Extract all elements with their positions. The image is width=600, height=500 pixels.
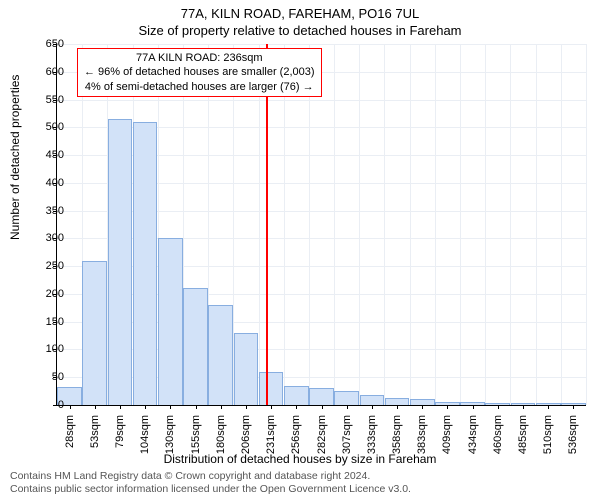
gridline-v [561, 44, 562, 405]
gridline-h [57, 44, 586, 45]
gridline-h [57, 100, 586, 101]
xtick-label: 28sqm [64, 411, 76, 448]
xtick-mark [70, 405, 71, 409]
xtick-mark [473, 405, 474, 409]
histogram-bar [208, 305, 233, 405]
xtick-mark [523, 405, 524, 409]
ytick-label: 550 [34, 94, 64, 106]
xtick-mark [246, 405, 247, 409]
xtick-label: 510sqm [542, 411, 554, 454]
gridline-v [586, 44, 587, 405]
chart-plot-area: 28sqm53sqm79sqm104sqm130sqm155sqm180sqm2… [56, 44, 586, 406]
annotation-box: 77A KILN ROAD: 236sqm ← 96% of detached … [77, 48, 322, 97]
histogram-bar [284, 386, 309, 405]
xtick-label: 79sqm [114, 411, 126, 448]
ytick-label: 150 [34, 316, 64, 328]
x-axis-label: Distribution of detached houses by size … [0, 452, 600, 466]
histogram-bar [158, 238, 183, 405]
gridline-v [284, 44, 285, 405]
ytick-label: 650 [34, 38, 64, 50]
xtick-label: 256sqm [290, 411, 302, 454]
gridline-v [485, 44, 486, 405]
histogram-bar [360, 395, 385, 405]
xtick-label: 130sqm [164, 411, 176, 454]
xtick-label: 409sqm [441, 411, 453, 454]
xtick-mark [548, 405, 549, 409]
ytick-label: 600 [34, 66, 64, 78]
footer-line2: Contains public sector information licen… [10, 483, 411, 496]
xtick-label: 206sqm [240, 411, 252, 454]
xtick-label: 434sqm [467, 411, 479, 454]
xtick-label: 333sqm [366, 411, 378, 454]
ytick-label: 300 [34, 232, 64, 244]
xtick-mark [120, 405, 121, 409]
xtick-label: 155sqm [190, 411, 202, 454]
gridline-v [410, 44, 411, 405]
chart-title-address: 77A, KILN ROAD, FAREHAM, PO16 7UL [0, 0, 600, 21]
gridline-v [536, 44, 537, 405]
xtick-mark [498, 405, 499, 409]
ytick-label: 250 [34, 260, 64, 272]
xtick-mark [296, 405, 297, 409]
xtick-mark [347, 405, 348, 409]
histogram-bar [334, 391, 359, 405]
xtick-mark [422, 405, 423, 409]
xtick-mark [447, 405, 448, 409]
ytick-label: 200 [34, 288, 64, 300]
xtick-label: 485sqm [517, 411, 529, 454]
ytick-label: 0 [34, 399, 64, 411]
reference-line [266, 44, 268, 405]
xtick-mark [95, 405, 96, 409]
gridline-v [334, 44, 335, 405]
histogram-bar [133, 122, 158, 405]
histogram-bar [183, 288, 208, 405]
ytick-label: 450 [34, 149, 64, 161]
xtick-mark [372, 405, 373, 409]
gridline-v [510, 44, 511, 405]
xtick-label: 383sqm [416, 411, 428, 454]
ytick-label: 500 [34, 121, 64, 133]
xtick-label: 104sqm [139, 411, 151, 454]
footer-line1: Contains HM Land Registry data © Crown c… [10, 470, 411, 483]
xtick-mark [271, 405, 272, 409]
histogram-bar [234, 333, 259, 405]
ytick-label: 400 [34, 177, 64, 189]
ytick-label: 100 [34, 343, 64, 355]
gridline-v [259, 44, 260, 405]
annotation-line3: 4% of semi-detached houses are larger (7… [84, 80, 315, 94]
histogram-bar [385, 398, 410, 405]
chart-title-subtitle: Size of property relative to detached ho… [0, 21, 600, 38]
annotation-line1: 77A KILN ROAD: 236sqm [84, 51, 315, 65]
annotation-line2: ← 96% of detached houses are smaller (2,… [84, 65, 315, 79]
histogram-bar [82, 261, 107, 405]
gridline-v [309, 44, 310, 405]
xtick-label: 282sqm [316, 411, 328, 454]
xtick-mark [170, 405, 171, 409]
gridline-v [384, 44, 385, 405]
xtick-label: 180sqm [215, 411, 227, 454]
xtick-label: 53sqm [89, 411, 101, 448]
histogram-bar [108, 119, 133, 405]
gridline-v [359, 44, 360, 405]
xtick-mark [573, 405, 574, 409]
xtick-mark [397, 405, 398, 409]
xtick-label: 358sqm [391, 411, 403, 454]
xtick-label: 307sqm [341, 411, 353, 454]
histogram-bar [309, 388, 334, 405]
xtick-mark [322, 405, 323, 409]
xtick-mark [196, 405, 197, 409]
xtick-mark [221, 405, 222, 409]
gridline-v [460, 44, 461, 405]
ytick-label: 50 [34, 371, 64, 383]
xtick-label: 460sqm [492, 411, 504, 454]
histogram-bar [259, 372, 284, 405]
xtick-mark [145, 405, 146, 409]
ytick-label: 350 [34, 205, 64, 217]
xtick-label: 231sqm [265, 411, 277, 454]
xtick-label: 536sqm [567, 411, 579, 454]
y-axis-label: Number of detached properties [8, 75, 22, 240]
gridline-v [435, 44, 436, 405]
footer-attribution: Contains HM Land Registry data © Crown c… [10, 470, 411, 496]
